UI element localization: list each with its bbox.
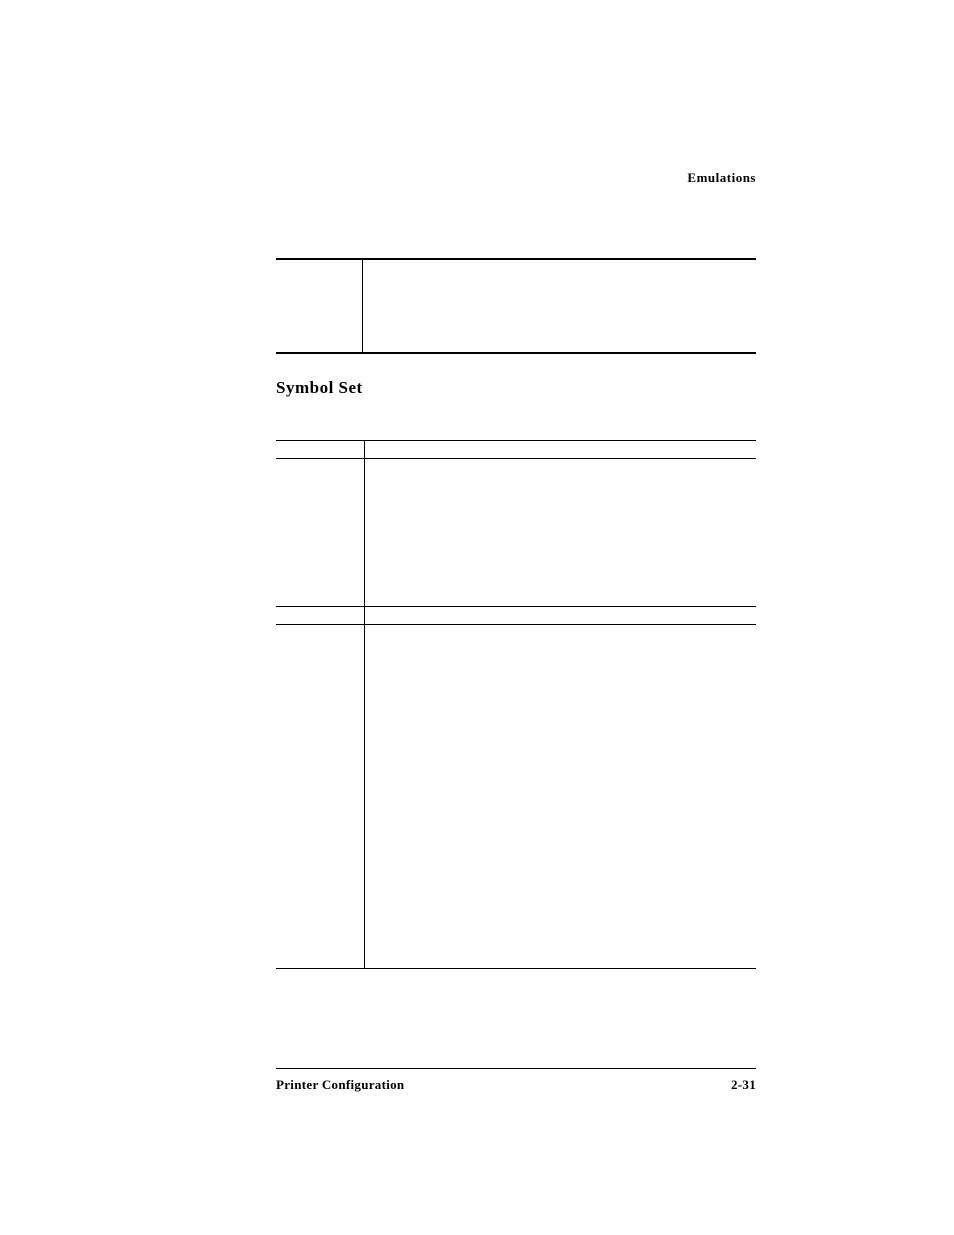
lower-table	[276, 440, 756, 969]
header-label: Emulations	[687, 170, 756, 185]
lower-table-r3-left	[276, 607, 364, 625]
footer-rule	[276, 1068, 756, 1069]
page-footer: Printer Configuration 2-31	[276, 1068, 756, 1093]
lower-table-r3-right	[364, 607, 756, 625]
footer-left-text: Printer Configuration	[276, 1077, 404, 1093]
footer-row: Printer Configuration 2-31	[276, 1077, 756, 1093]
lower-table-r4-left	[276, 625, 364, 969]
lower-table-r1-right	[364, 441, 756, 459]
upper-table	[276, 258, 756, 354]
lower-table-r2-right	[364, 459, 756, 607]
page-content: Emulations Symbol Set	[276, 170, 756, 969]
lower-table-r2-left	[276, 459, 364, 607]
upper-table-right-cell	[362, 259, 756, 353]
lower-table-r4-right	[364, 625, 756, 969]
running-header: Emulations	[276, 170, 756, 186]
lower-table-r1-left	[276, 441, 364, 459]
section-heading: Symbol Set	[276, 378, 756, 398]
upper-table-left-cell	[276, 259, 362, 353]
footer-page-number: 2-31	[731, 1077, 756, 1093]
